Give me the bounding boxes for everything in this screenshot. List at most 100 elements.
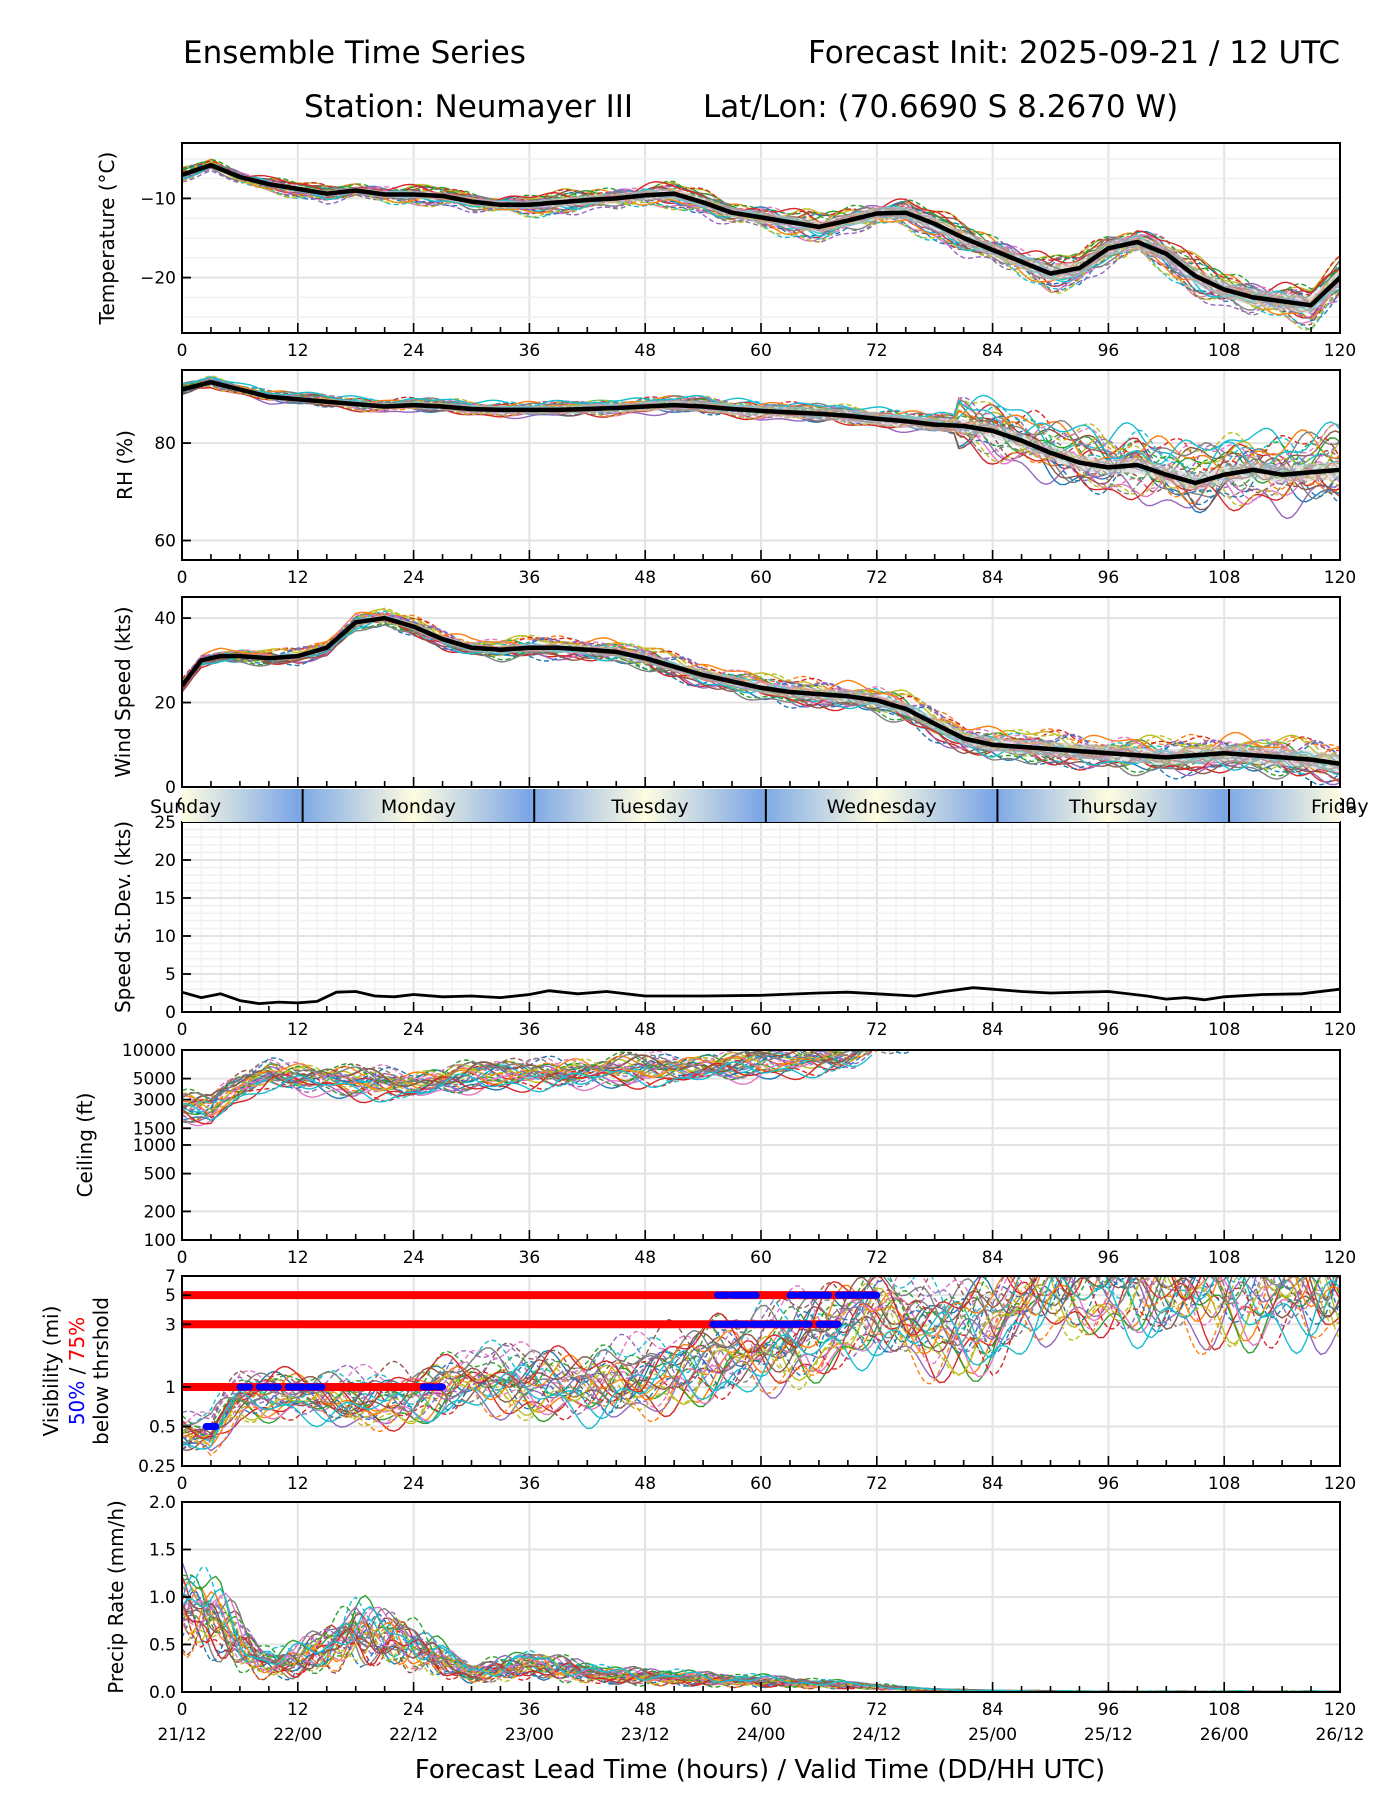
panel-visibility: 0 12 24 36 48 60 72 84 96 108 120 0.25 0.5 1 3 57 Visibi… (39, 1267, 1356, 1494)
day-label: Friday (1311, 796, 1369, 818)
spread-band (182, 614, 1340, 773)
ensemble-member-line (182, 1566, 1340, 1692)
ensemble-member-line (182, 1050, 841, 1102)
ensemble-member-line (182, 165, 1340, 326)
ensemble-member-line (182, 1276, 1340, 1451)
y-tick-label: 1.0 (149, 1588, 176, 1608)
ensemble-member-line (182, 1276, 1340, 1438)
x-tick-label: 84 (982, 1020, 1004, 1040)
valid-time-label: 24/00 (737, 1725, 786, 1745)
ensemble-mean-line (182, 379, 1340, 486)
ensemble-member-line (182, 1276, 1340, 1444)
x-tick-label: 84 (982, 568, 1004, 588)
ensemble-member-line (182, 1276, 1340, 1448)
x-tick-label: 108 (1208, 1248, 1240, 1268)
x-tick-label: 36 (519, 341, 541, 361)
valid-time-label: 26/00 (1200, 1725, 1249, 1745)
y-tick-label: 80 (154, 434, 176, 454)
latlon-label: Lat/Lon: (70.6690 S 8.2670 W) (703, 89, 1178, 125)
x-tick-label: 60 (750, 1474, 772, 1494)
y-tick-label: 1500 (133, 1119, 176, 1139)
x-tick-label: 12 (287, 341, 309, 361)
ensemble-member-line (182, 379, 1340, 487)
valid-time-label: 23/12 (621, 1725, 670, 1745)
x-tick-label: 24 (403, 1474, 425, 1494)
x-tick-label: 36 (519, 1248, 541, 1268)
x-tick-label: 120 (1324, 341, 1356, 361)
x-tick-label: 48 (634, 1020, 656, 1040)
p50-legend: 50% (65, 1381, 89, 1425)
valid-time-label: 25/00 (968, 1725, 1017, 1745)
ensemble-member-line (182, 166, 1340, 331)
panel-temperature: 0 12 24 36 48 60 72 84 96 108 120 −10 −20 Temperature… (95, 142, 1356, 361)
ensemble-member-line (182, 1276, 1339, 1450)
ensemble-member-line (182, 1050, 863, 1109)
threshold-legend-tail: below thrshold (89, 1297, 113, 1445)
valid-time-label: 22/12 (389, 1725, 438, 1745)
x-tick-label: 12 (287, 1248, 309, 1268)
y-axis-label: Ceiling (ft) (73, 1093, 97, 1198)
y-tick-label: 3 (165, 1315, 176, 1335)
x-tick-label: 108 (1208, 1474, 1240, 1494)
legend-sep: / (65, 1361, 89, 1380)
ensemble-member-line (182, 167, 1340, 316)
ensemble-member-line (182, 1276, 1340, 1457)
y-tick-label: 20 (154, 851, 176, 871)
y-tick-label: 100 (144, 1231, 176, 1251)
y-tick-label: 0.5 (149, 1636, 176, 1656)
stdev-line (182, 986, 1340, 1005)
day-label: Monday (381, 796, 456, 818)
ensemble-member-line (182, 1050, 870, 1101)
title-left: Ensemble Time Series (183, 35, 526, 71)
ensemble-member-line (182, 611, 1340, 762)
y-tick-label: 2.0 (149, 1493, 176, 1513)
y-tick-label: 0.25 (138, 1457, 176, 1477)
panel-precip_rate: 0 12 24 36 48 60 72 84 96 108 120 0.0 0.5 1.0 1.5 2.0 Pr… (104, 1493, 1356, 1720)
day-label: Tuesday (610, 796, 688, 818)
x-tick-label: 36 (519, 1700, 541, 1720)
x-tick-label: 0 (177, 1020, 188, 1040)
y-tick-label: 1.5 (149, 1541, 176, 1561)
x-tick-label: 108 (1208, 1700, 1240, 1720)
panel-wind_speed: 0122436486072849610812002040Wind Speed (… (111, 596, 1356, 815)
day-label: Sunday (150, 796, 221, 818)
plot-area (182, 986, 1340, 1005)
ensemble-mean-line (182, 162, 1340, 308)
x-tick-label: 12 (287, 1700, 309, 1720)
x-tick-label: 36 (519, 1020, 541, 1040)
x-tick-label: 120 (1324, 568, 1356, 588)
plot-area (182, 1276, 1340, 1457)
x-tick-label: 72 (866, 568, 888, 588)
valid-time-label: 26/12 (1316, 1725, 1365, 1745)
panel-rh: 0 12 24 36 48 60 72 84 96 108 120 60 80 RH (%) (113, 369, 1356, 588)
x-tick-label: 60 (750, 568, 772, 588)
x-tick-label: 48 (634, 341, 656, 361)
y-axis-label: Speed St.Dev. (kts) (111, 821, 135, 1013)
y-tick-label: 200 (144, 1202, 176, 1222)
ensemble-member-line (182, 381, 1340, 498)
ensemble-member-line (182, 1602, 1340, 1692)
x-tick-label: 96 (1098, 1474, 1120, 1494)
x-tick-label: 120 (1324, 1248, 1356, 1268)
ensemble-member-line (182, 622, 1340, 777)
x-tick-label: 36 (519, 1474, 541, 1494)
ensemble-member-line (182, 1276, 1340, 1441)
y-tick-label: 1 (165, 1378, 176, 1398)
ensemble-member-line (182, 1051, 853, 1124)
y-tick-label: 60 (154, 532, 176, 552)
ensemble-member-line (182, 167, 1340, 310)
x-tick-label: 96 (1098, 568, 1120, 588)
plot-area (182, 158, 1340, 331)
y-tick-label: 7 (165, 1267, 176, 1287)
x-tick-label: 36 (519, 568, 541, 588)
y-axis-label: Temperature (°C) (95, 152, 119, 326)
y-axis-label: RH (%) (113, 430, 137, 500)
ensemble-member-line (182, 1276, 1340, 1435)
y-tick-label: 15 (154, 889, 176, 909)
x-tick-label: 96 (1098, 1248, 1120, 1268)
x-tick-label: 0 (177, 568, 188, 588)
y-axis-label-group: Visibility (mi) 50% / 75% below thrshold (39, 1297, 113, 1445)
y-tick-label: 5 (165, 965, 176, 985)
ensemble-member-line (182, 1050, 867, 1110)
